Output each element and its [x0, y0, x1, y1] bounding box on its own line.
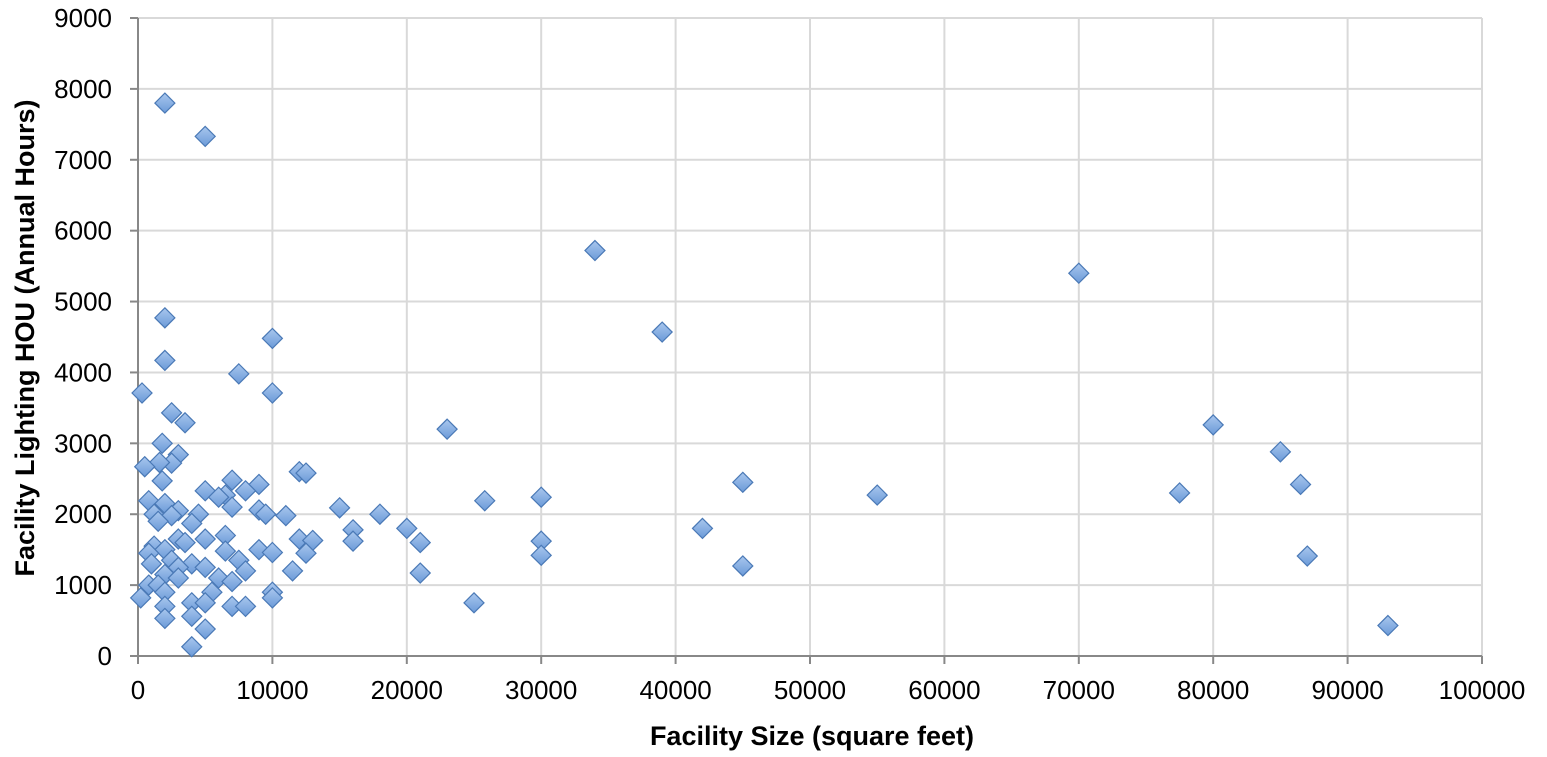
- data-point: [147, 510, 170, 533]
- data-point: [234, 595, 257, 618]
- data-point: [221, 570, 243, 593]
- data-point: [151, 432, 174, 455]
- data-point: [154, 349, 176, 372]
- data-point: [221, 469, 243, 492]
- data-point: [194, 556, 217, 579]
- x-tick-label: 90000: [1311, 675, 1383, 705]
- data-point: [691, 517, 714, 540]
- data-point: [866, 484, 889, 506]
- data-point: [261, 587, 284, 609]
- data-point: [288, 528, 311, 550]
- data-point: [180, 605, 203, 628]
- data-point: [473, 489, 496, 512]
- data-point: [261, 382, 284, 404]
- data-point: [463, 591, 485, 614]
- data-point: [281, 560, 304, 582]
- x-tick-label: 60000: [908, 675, 980, 705]
- gridlines: [138, 17, 1483, 656]
- y-tick-label: 8000: [54, 74, 112, 104]
- data-point: [395, 517, 418, 540]
- data-point: [214, 540, 237, 562]
- data-point: [1067, 262, 1090, 285]
- data-point: [133, 455, 156, 478]
- data-point: [180, 512, 203, 535]
- data-point: [140, 552, 163, 575]
- y-tick-label: 9000: [54, 3, 112, 33]
- data-point: [129, 587, 152, 609]
- data-point: [342, 530, 364, 553]
- data-point: [154, 92, 176, 114]
- data-point: [248, 473, 270, 496]
- data-point: [1296, 545, 1319, 567]
- x-tick-label: 40000: [639, 675, 711, 705]
- data-point: [194, 618, 217, 640]
- x-tick-label: 0: [131, 675, 145, 705]
- x-tick-label: 30000: [505, 675, 577, 705]
- data-point: [1269, 440, 1292, 463]
- data-point: [154, 307, 176, 329]
- data-point: [227, 363, 250, 385]
- data-point: [409, 531, 432, 554]
- y-tick-label: 4000: [54, 357, 112, 387]
- data-point: [261, 541, 284, 564]
- data-point: [180, 635, 203, 658]
- y-tick-label: 7000: [54, 145, 112, 175]
- y-tick-label: 3000: [54, 428, 112, 458]
- data-point: [154, 607, 176, 630]
- data-point: [207, 486, 230, 509]
- data-point: [436, 418, 458, 441]
- y-tick-label: 2000: [54, 499, 112, 529]
- axes: [130, 17, 1483, 664]
- y-tick-label: 0: [98, 641, 112, 671]
- x-tick-label: 50000: [774, 675, 846, 705]
- data-point: [221, 496, 243, 518]
- data-point: [651, 321, 674, 343]
- data-point: [731, 555, 754, 577]
- data-point: [261, 327, 284, 350]
- y-tick-label: 6000: [54, 216, 112, 246]
- data-point: [194, 528, 217, 550]
- data-point: [234, 560, 257, 582]
- data-point: [234, 479, 257, 502]
- x-tick-label: 20000: [371, 675, 443, 705]
- data-point: [409, 562, 432, 584]
- data-point: [174, 411, 196, 434]
- data-point: [1202, 414, 1225, 436]
- data-point: [174, 531, 196, 554]
- x-tick-label: 10000: [236, 675, 308, 705]
- data-point: [131, 382, 153, 404]
- data-point: [295, 462, 317, 484]
- data-point: [254, 503, 277, 526]
- data-points: [129, 92, 1399, 658]
- data-point: [731, 471, 754, 494]
- x-tick-label: 70000: [1043, 675, 1115, 705]
- data-point: [530, 544, 553, 567]
- data-point: [160, 402, 183, 424]
- data-point: [1289, 473, 1312, 496]
- data-point: [1377, 614, 1399, 637]
- data-point: [328, 496, 351, 519]
- data-point: [248, 538, 270, 561]
- data-point: [194, 125, 217, 148]
- data-point: [194, 479, 217, 502]
- x-axis-title: Facility Size (square feet): [650, 721, 974, 751]
- data-point: [369, 503, 391, 526]
- data-point: [295, 542, 317, 565]
- data-point: [194, 591, 217, 614]
- data-point: [167, 567, 190, 589]
- data-point: [584, 239, 606, 262]
- y-tick-label: 5000: [54, 287, 112, 317]
- x-tick-label: 80000: [1177, 675, 1249, 705]
- data-point: [151, 470, 174, 492]
- data-point: [1168, 482, 1191, 504]
- data-point: [274, 504, 297, 527]
- y-axis-title: Facility Lighting HOU (Annual Hours): [10, 100, 40, 577]
- x-tick-label: 100000: [1439, 675, 1526, 705]
- data-point: [530, 486, 553, 509]
- y-tick-label: 1000: [54, 570, 112, 600]
